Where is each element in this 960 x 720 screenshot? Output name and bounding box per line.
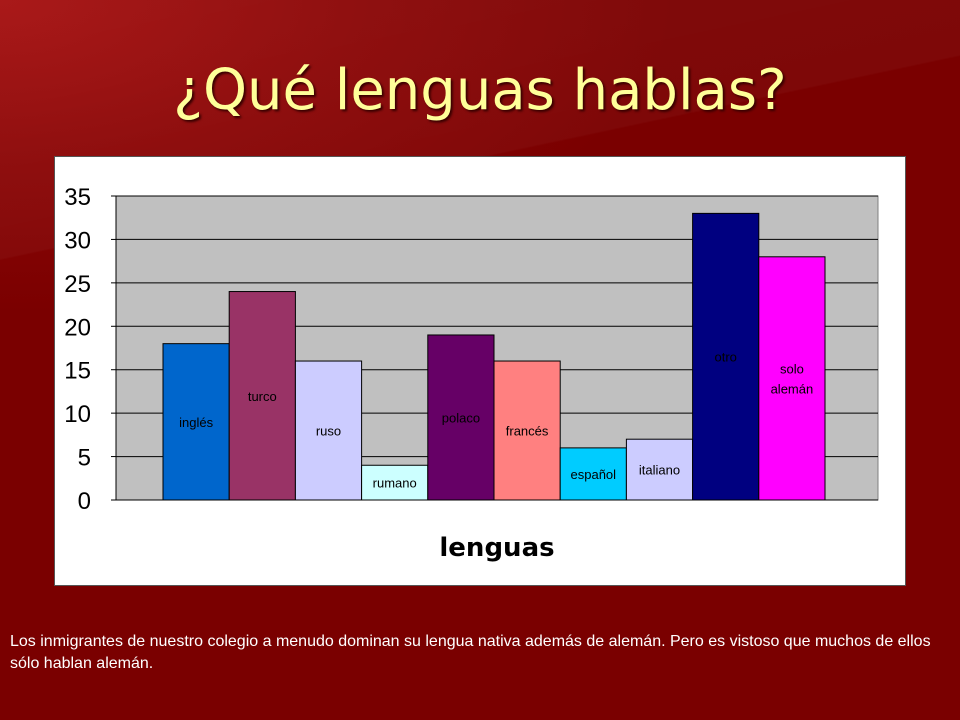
- bar-label: polaco: [442, 410, 480, 425]
- slide-title: ¿Qué lenguas hablas?: [173, 58, 787, 123]
- bar-label: solo: [780, 361, 804, 376]
- bar-7: [559, 447, 627, 501]
- y-tick-label: 20: [64, 314, 91, 341]
- bar-label: inglés: [179, 415, 213, 430]
- bar-5: [427, 334, 495, 501]
- bar-8: [625, 438, 694, 501]
- chart-container: 0 5 10 15 20 25 30 35 inglés turco ruso rumano polac…: [54, 156, 906, 586]
- bar-2: [228, 291, 296, 501]
- bar-label: alemán: [771, 381, 814, 396]
- bar-label: italiano: [639, 463, 680, 478]
- bar-3: [294, 360, 363, 501]
- y-tick-label: 5: [78, 445, 91, 472]
- bar-label: español: [571, 467, 617, 482]
- y-tick-label: 35: [64, 184, 91, 211]
- bar-1: [162, 343, 230, 501]
- y-tick-label: 0: [78, 488, 91, 515]
- bar-10: [758, 256, 826, 501]
- bar-6: [493, 360, 561, 501]
- bar-label: otro: [714, 350, 736, 365]
- bar-label: francés: [506, 424, 549, 439]
- bar-label: rumano: [373, 476, 417, 491]
- bar-9: [692, 212, 760, 501]
- bar-label: turco: [248, 389, 277, 404]
- bar-4: [361, 464, 429, 501]
- bar-label: ruso: [316, 424, 341, 439]
- y-tick-label: 10: [64, 401, 91, 428]
- y-tick-label: 15: [64, 358, 91, 385]
- y-tick-label: 25: [64, 271, 91, 298]
- x-axis-title: lenguas: [439, 533, 554, 563]
- y-tick-label: 30: [64, 227, 91, 254]
- bar-chart: 0 5 10 15 20 25 30 35 inglés turco ruso rumano polac…: [64, 184, 879, 563]
- slide-caption: Los inmigrantes de nuestro colegio a men…: [10, 633, 931, 672]
